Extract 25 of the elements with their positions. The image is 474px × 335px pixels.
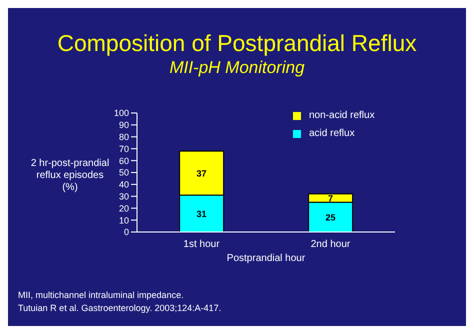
x-tick-label: 1st hour [183,239,220,250]
y-tick-label: 90 [118,120,129,130]
x-axis-title: Postprandial hour [226,253,306,264]
y-tick-label: 50 [118,168,129,178]
y-tick-label: 10 [118,215,129,226]
y-tick-label: 40 [118,180,129,190]
y-axis-title: 2 hr-post-prandial reflux episodes (%) [30,158,110,194]
y-tick-label: 70 [118,144,129,154]
y-tick-label: 30 [118,191,129,202]
y-tick-label: 60 [118,156,129,166]
x-tick-label: 2nd hour [310,239,351,250]
text: Tutuian R et al. Gastroenterology. 2003;124:A-417. [18,303,222,313]
data-label: 25 [326,212,336,222]
chart-title: Composition of Postprandial Reflux [56,30,418,57]
data-label: 37 [196,168,207,178]
y-tick-label: 20 [118,203,129,214]
legend-label: non-acid reflux [309,110,375,121]
chart-subtitle: MII-pH Monitoring [168,58,306,78]
data-label: 7 [328,193,334,204]
y-tick-label: 100 [114,108,129,118]
y-tick-label: 80 [118,132,129,142]
legend-label: acid reflux [309,128,355,139]
y-tick-label: 0 [124,227,129,238]
data-label: 31 [196,208,207,219]
text: MII, multichannel intraluminal impedance. [18,290,184,300]
